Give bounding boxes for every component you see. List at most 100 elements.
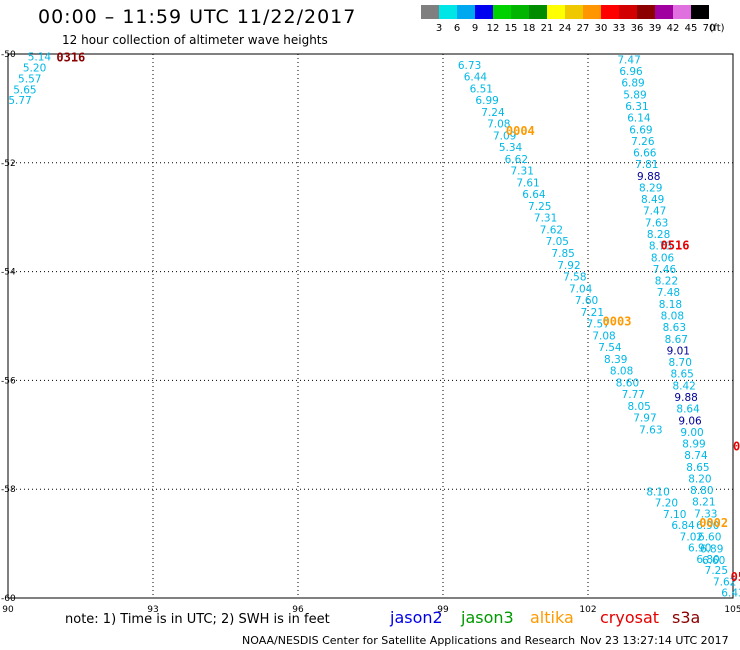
track-0004-0003-value: 6.51	[470, 83, 493, 95]
track-0516-0515-value: 6.96	[619, 66, 643, 78]
track-0004-0003-value: 7.08	[592, 330, 615, 342]
generation-timestamp: Nov 23 13:27:14 UTC 2017	[580, 634, 729, 647]
track-0004-0003-value: 7.04	[569, 283, 593, 295]
pass-label-0516: 0516	[661, 238, 690, 252]
track-0004-0003-value: 7.25	[528, 201, 551, 213]
legend-label-42: 42	[666, 23, 680, 34]
track-0004-0003-value: 7.85	[551, 248, 574, 260]
legend-label-15: 15	[504, 23, 518, 34]
track-0516-0515-value: 8.73	[649, 241, 672, 253]
track-0516-0515-value: 8.22	[655, 276, 678, 288]
track-0516-0515-value: 6.69	[629, 124, 652, 136]
track-0516-0515-value: 7.33	[694, 508, 717, 520]
track-0516-0515-value: 8.06	[651, 252, 675, 264]
track-0004-0003-value: 7.97	[633, 413, 656, 425]
legend-label-70: 70	[702, 23, 716, 34]
track-0516-0515-value: 7.46	[653, 264, 677, 276]
track-0516-0515-value: 6.89	[621, 78, 644, 90]
track-0516-0515-value: 8.74	[684, 450, 708, 462]
track-0004-0003-value: 6.44	[464, 72, 488, 84]
track-0516-0515-value: 7.26	[631, 136, 655, 148]
pass-label-0002: 0002	[699, 516, 728, 530]
track-0004-0003-value: 7.21	[581, 307, 604, 319]
legend-label-21: 21	[540, 23, 554, 34]
satellite-jason2: jason2	[390, 608, 443, 627]
legend-swatch-3	[421, 5, 439, 19]
track-0516-0515-value: 8.21	[692, 497, 715, 509]
satellite-jason3: jason3	[461, 608, 514, 627]
legend-swatch-30	[583, 5, 601, 19]
legend-swatch-42	[655, 5, 673, 19]
track-0516-0515-value: 8.28	[647, 229, 670, 241]
legend-swatch-9	[457, 5, 475, 19]
track-0516-0515-value: 8.29	[639, 182, 662, 194]
lon-tick-label-102: 102	[579, 605, 596, 615]
lat-tick-label-56: -56	[1, 376, 16, 386]
track-0516-0515-value: 8.20	[688, 473, 711, 485]
satellite-s3a: s3a	[672, 608, 701, 627]
map-frame	[7, 53, 734, 599]
legend-label-39: 39	[648, 23, 662, 34]
pass-label-0003: 0003	[603, 315, 632, 329]
lat-tick-label-52: -52	[1, 159, 16, 169]
legend-swatch-21	[529, 5, 547, 19]
track-0004-0003-value: 7.58	[563, 272, 586, 284]
legend-label-45: 45	[684, 23, 698, 34]
pass-label-0515: 0515	[733, 440, 740, 454]
track-0002-tail-value: 6.43	[721, 588, 740, 600]
track-0516-0515-value: 8.99	[682, 439, 705, 451]
legend-label-3: 3	[435, 23, 443, 34]
track-0004-0003-value: 7.60	[575, 295, 598, 307]
legend-label-36: 36	[630, 23, 644, 34]
legend-label-27: 27	[576, 23, 590, 34]
satellite-altika: altika	[530, 608, 574, 627]
track-0004-0003-value: 8.60	[616, 377, 639, 389]
track-0516-0515-value: 8.63	[663, 322, 686, 334]
track-0516-0515-value: 8.67	[665, 334, 688, 346]
track-0516-0515-value: 7.81	[635, 159, 658, 171]
lon-tick-label-99: 99	[437, 605, 449, 615]
lat-tick-label-58: -58	[1, 485, 16, 495]
track-0516-0515-value: 8.49	[641, 194, 664, 206]
track-0316-value: 5.77	[8, 95, 31, 107]
track-0516-0515-value: 7.48	[657, 287, 680, 299]
credit-line: NOAA/NESDIS Center for Satellite Applica…	[242, 634, 576, 647]
legend-swatch-12	[475, 5, 493, 19]
lon-tick-label-96: 96	[292, 605, 304, 615]
track-0004-0003-value: 7.08	[487, 119, 510, 131]
track-0002-tail-value: 6.90	[688, 543, 711, 555]
legend-swatch-15	[493, 5, 511, 19]
track-0516-0515-value: 9.88	[637, 171, 660, 183]
track-0316-value: 5.57	[18, 73, 41, 85]
legend-label-33: 33	[612, 23, 626, 34]
track-0004-0003-value: 7.54	[598, 342, 622, 354]
track-0516-0515-value: 8.42	[672, 380, 695, 392]
pass-label-05: 05	[731, 570, 740, 584]
lat-tick-label-54: -54	[1, 268, 16, 278]
track-0516-0515-value: 6.14	[627, 113, 651, 125]
track-0004-0003-value: 7.61	[516, 177, 539, 189]
lon-tick-label-93: 93	[147, 605, 158, 615]
legend-swatch-45	[673, 5, 691, 19]
legend-swatch-36	[619, 5, 637, 19]
legend-swatch-70	[691, 5, 709, 19]
legend-swatch-18	[511, 5, 529, 19]
track-0004-0003-value: 7.05	[546, 236, 569, 248]
track-0516-0515-value: 7.47	[617, 54, 640, 66]
track-0516-0515-value: 6.66	[633, 148, 657, 160]
track-0516-0515-value: 8.64	[676, 404, 700, 416]
legend-unit: (ft)	[709, 23, 725, 34]
track-0004-0003-value: 7.63	[639, 424, 662, 436]
track-0004-0003-value: 7.09	[493, 130, 516, 142]
track-0516-0515-value: 6.89	[700, 543, 723, 555]
track-0002-tail-value: 6.80	[696, 554, 719, 566]
legend-label-18: 18	[522, 23, 536, 34]
legend-swatch-39	[637, 5, 655, 19]
lat-tick-label-50: -50	[1, 50, 16, 60]
lon-tick-label-90: 90	[2, 605, 14, 615]
track-0004-0003-value: 6.99	[475, 95, 498, 107]
track-0516-0515-value: 7.47	[643, 206, 666, 218]
track-0516-0515-value: 8.80	[690, 485, 713, 497]
track-0004-0003-value: 8.08	[610, 366, 633, 378]
track-0004-0003-value: 5.34	[499, 142, 523, 154]
